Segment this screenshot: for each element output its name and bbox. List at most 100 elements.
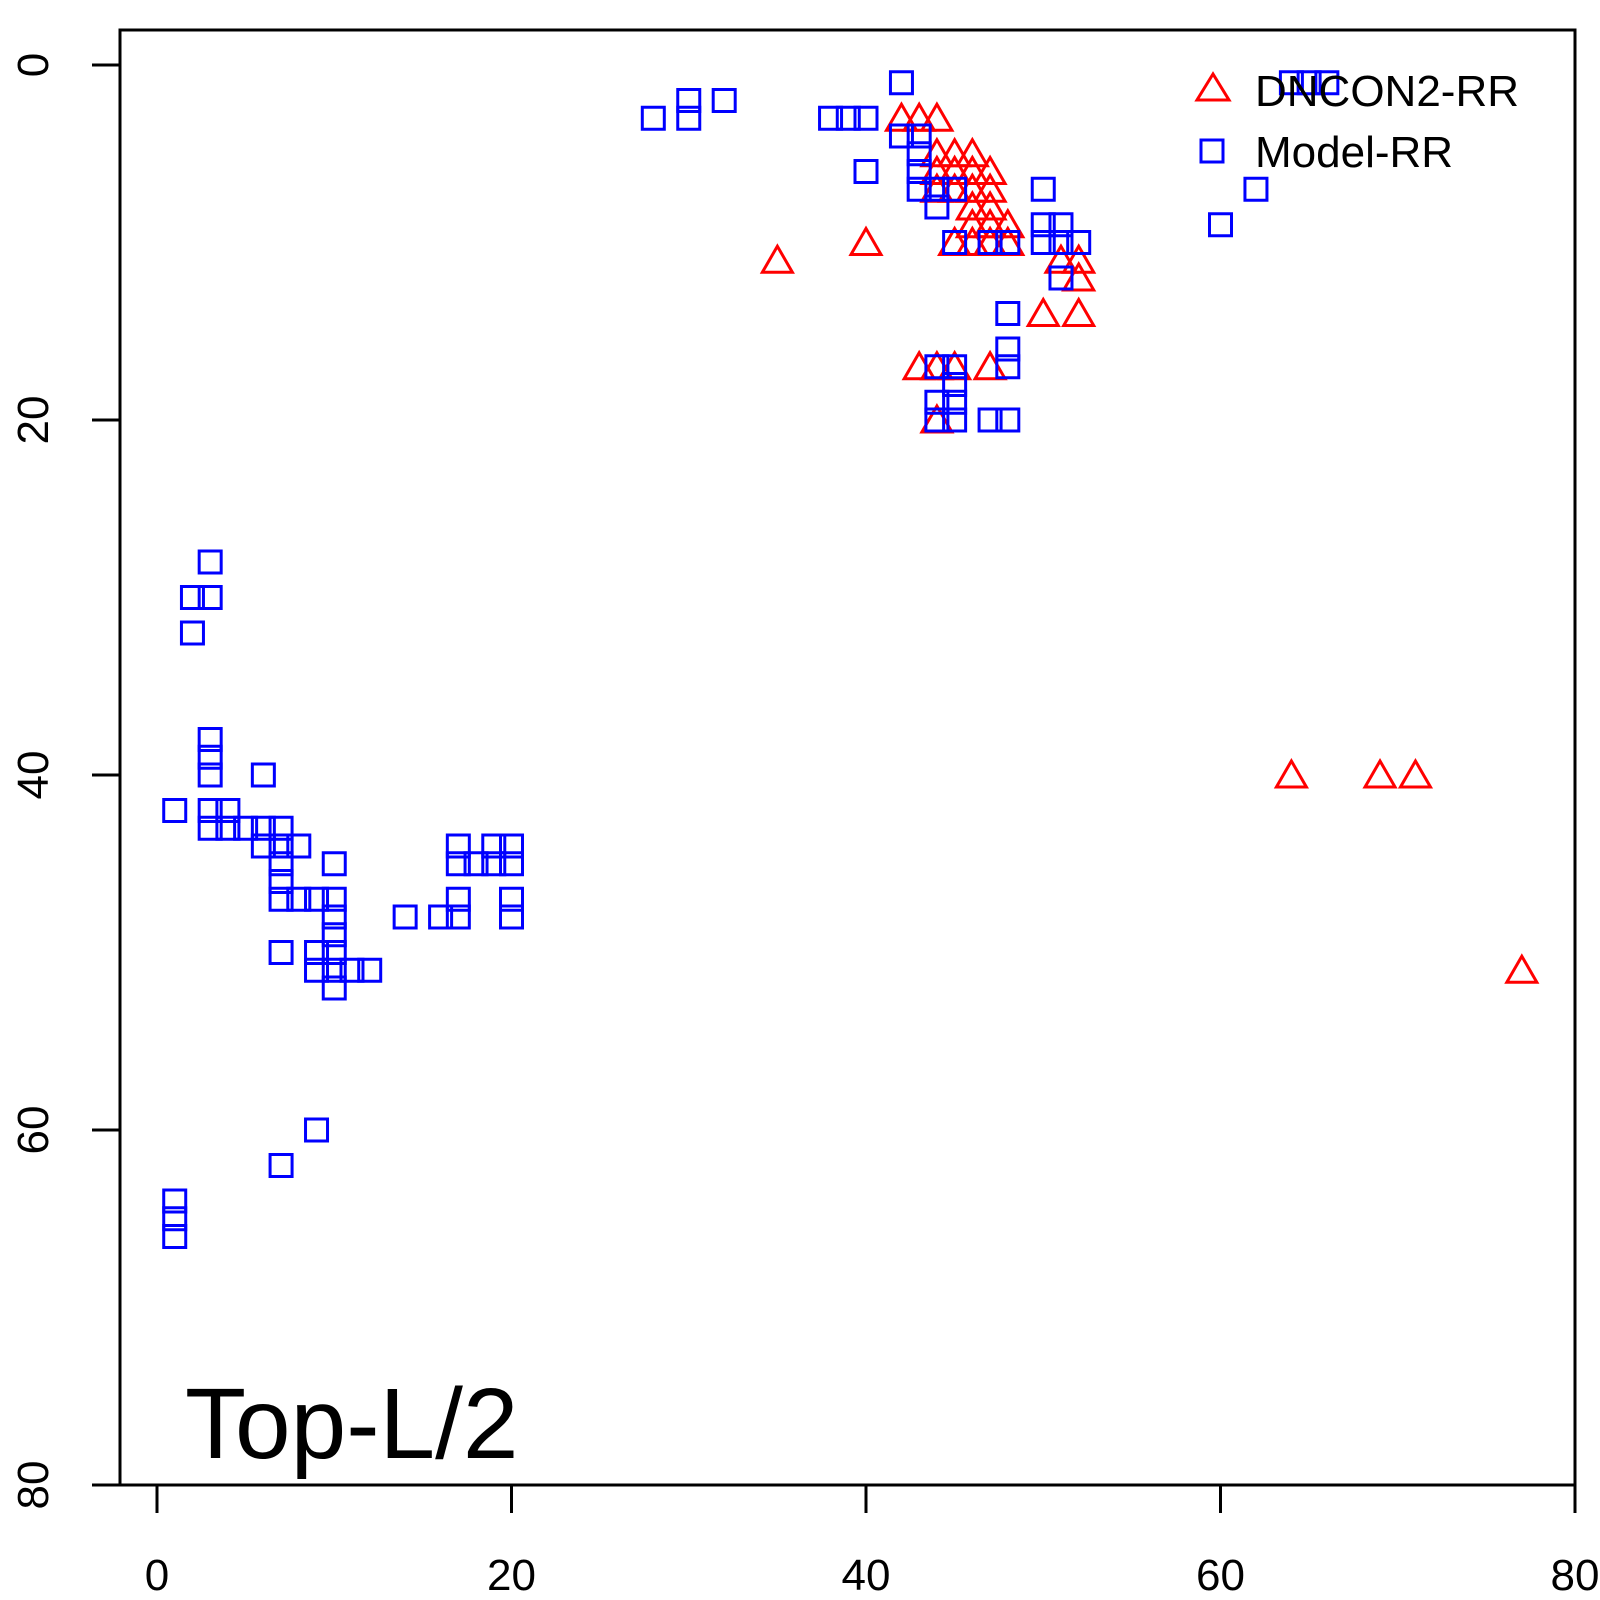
point-model-rr [977, 407, 1003, 433]
point-model-rr [1048, 265, 1074, 291]
point-model-rr [924, 354, 950, 380]
point-model-rr [995, 354, 1021, 380]
point-model-rr [286, 833, 312, 859]
point-model-rr [1048, 212, 1074, 238]
x-tick-label: 20 [487, 1551, 536, 1600]
point-model-rr [304, 1117, 330, 1143]
point-model-rr [853, 105, 879, 131]
point-model-rr [995, 407, 1021, 433]
point-dncon2-rr [990, 207, 1026, 239]
point-model-rr [162, 1224, 188, 1249]
point-model-rr [179, 620, 205, 646]
plot-frame [118, 28, 1577, 1487]
point-model-rr [481, 851, 507, 877]
point-model-rr [906, 159, 932, 184]
point-model-rr [1066, 230, 1092, 255]
point-model-rr [197, 585, 223, 610]
point-model-rr [711, 88, 737, 113]
point-model-rr [942, 230, 968, 255]
point-model-rr [942, 354, 968, 380]
y-tick-label: 0 [9, 53, 58, 77]
point-model-rr [924, 407, 950, 433]
point-model-rr [197, 815, 223, 841]
point-dncon2-rr [937, 136, 973, 168]
point-dncon2-rr [901, 101, 937, 132]
series-model-rr [162, 70, 1340, 1249]
x-axis: 0 20 40 60 80 [145, 1483, 1599, 1600]
point-model-rr [197, 744, 223, 770]
legend-marker-model-rr [1199, 138, 1225, 164]
legend-label-model-rr: Model-RR [1255, 128, 1453, 177]
point-model-rr [286, 886, 312, 912]
point-model-rr [835, 105, 861, 131]
point-dncon2-rr [972, 189, 1008, 221]
point-model-rr [1208, 212, 1233, 238]
point-model-rr [445, 886, 471, 912]
point-model-rr [977, 230, 1003, 255]
point-dncon2-rr [972, 154, 1008, 185]
point-model-rr [268, 886, 294, 912]
point-model-rr [321, 886, 347, 912]
point-model-rr [197, 798, 223, 823]
point-model-rr [268, 940, 294, 965]
point-dncon2-rr [1504, 953, 1540, 984]
point-model-rr [321, 940, 347, 965]
point-dncon2-rr [1061, 296, 1097, 327]
point-model-rr [924, 389, 950, 415]
point-model-rr [499, 904, 524, 930]
point-model-rr [853, 159, 879, 184]
point-model-rr [818, 105, 844, 131]
x-tick-label: 0 [145, 1551, 169, 1600]
point-dncon2-rr [1273, 757, 1309, 789]
legend-label-dncon2-rr: DNCON2-RR [1255, 67, 1519, 116]
point-model-rr [162, 1206, 188, 1232]
point-model-rr [1314, 70, 1340, 96]
point-dncon2-rr [883, 101, 920, 132]
point-model-rr [1030, 230, 1056, 255]
point-model-rr [215, 798, 241, 823]
point-model-rr [339, 957, 365, 983]
point-dncon2-rr [848, 225, 884, 256]
point-dncon2-rr [1362, 757, 1398, 789]
point-dncon2-rr [972, 207, 1008, 239]
point-model-rr [906, 176, 932, 202]
point-dncon2-rr [1061, 243, 1097, 274]
point-model-rr [499, 851, 524, 877]
point-model-rr [268, 815, 294, 841]
point-model-rr [995, 336, 1021, 362]
point-model-rr [1030, 176, 1056, 202]
point-model-rr [481, 833, 507, 859]
point-model-rr [906, 141, 932, 167]
point-model-rr [942, 372, 968, 397]
point-model-rr [250, 762, 276, 788]
point-model-rr [321, 957, 347, 983]
point-model-rr [162, 1188, 188, 1214]
point-model-rr [321, 904, 347, 930]
point-model-rr [499, 886, 524, 912]
point-model-rr [888, 70, 914, 96]
y-axis: 0 20 40 60 80 [9, 53, 122, 1509]
point-model-rr [1030, 212, 1056, 238]
point-model-rr [250, 833, 276, 859]
point-model-rr [676, 105, 702, 131]
point-dncon2-rr [759, 243, 795, 274]
point-dncon2-rr [937, 154, 973, 185]
point-model-rr [268, 869, 294, 894]
point-dncon2-rr [954, 136, 990, 168]
point-model-rr [197, 727, 223, 752]
point-model-rr [304, 886, 330, 912]
point-dncon2-rr [954, 189, 990, 221]
point-model-rr [942, 176, 968, 202]
point-model-rr [445, 851, 471, 877]
point-model-rr [995, 301, 1021, 326]
point-model-rr [942, 407, 968, 433]
y-tick-label: 40 [9, 751, 58, 800]
point-model-rr [304, 940, 330, 965]
point-model-rr [942, 389, 968, 415]
point-dncon2-rr [972, 172, 1008, 203]
point-model-rr [445, 833, 471, 859]
point-model-rr [428, 904, 454, 930]
x-tick-label: 40 [842, 1551, 891, 1600]
point-dncon2-rr [954, 154, 990, 185]
